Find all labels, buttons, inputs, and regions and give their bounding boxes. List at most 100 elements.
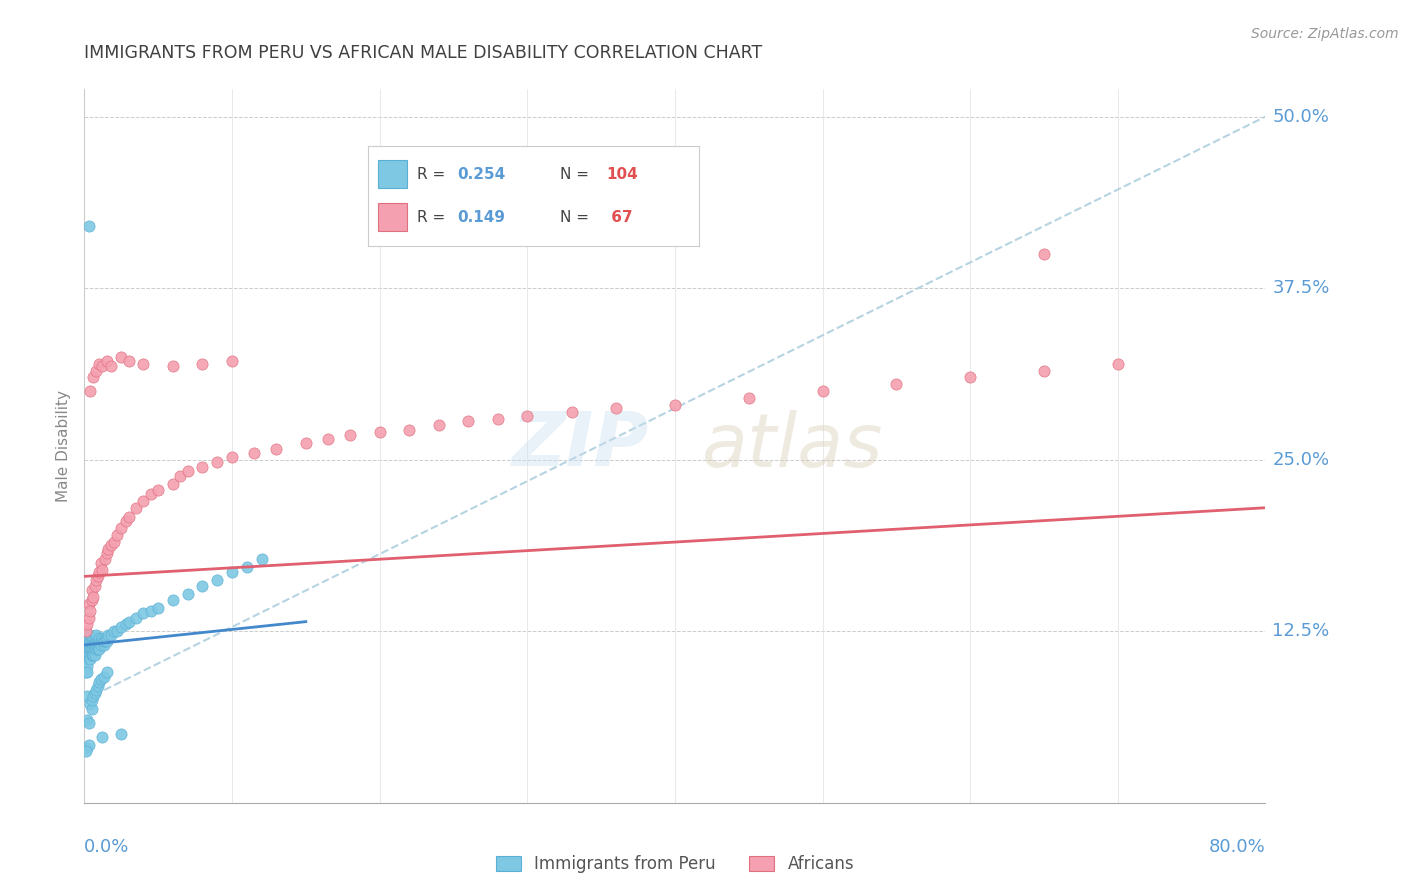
Point xyxy=(221,354,243,368)
Text: N =: N = xyxy=(560,167,593,182)
Point xyxy=(110,521,132,535)
Point xyxy=(80,642,103,657)
Point xyxy=(100,538,122,552)
Point xyxy=(75,645,97,659)
Point xyxy=(94,631,117,645)
Point xyxy=(76,638,98,652)
Point xyxy=(250,551,273,566)
Point xyxy=(76,689,98,703)
Point xyxy=(80,633,103,648)
Point xyxy=(80,592,103,607)
Point xyxy=(738,391,761,405)
Point xyxy=(105,624,128,639)
Text: IMMIGRANTS FROM PERU VS AFRICAN MALE DISABILITY CORRELATION CHART: IMMIGRANTS FROM PERU VS AFRICAN MALE DIS… xyxy=(84,45,762,62)
Point xyxy=(97,628,120,642)
Point xyxy=(82,638,104,652)
Point xyxy=(91,562,114,576)
Point xyxy=(100,359,122,374)
Point xyxy=(83,631,105,645)
Point xyxy=(80,645,103,659)
Point xyxy=(79,384,101,398)
Legend: Immigrants from Peru, Africans: Immigrants from Peru, Africans xyxy=(489,849,860,880)
Point xyxy=(94,633,117,648)
Point xyxy=(75,624,97,639)
Point xyxy=(110,727,132,741)
Point xyxy=(82,590,104,604)
Point xyxy=(76,648,98,662)
FancyBboxPatch shape xyxy=(378,203,408,231)
Point xyxy=(80,693,103,707)
Point xyxy=(339,428,361,442)
Point xyxy=(295,436,318,450)
Point xyxy=(264,442,288,456)
Point xyxy=(139,487,162,501)
Point xyxy=(75,651,97,665)
Point xyxy=(91,631,114,645)
Point xyxy=(191,579,214,593)
Point xyxy=(79,604,101,618)
Point xyxy=(84,628,107,642)
Point xyxy=(80,648,103,662)
Point xyxy=(1032,247,1054,261)
Point xyxy=(221,450,243,464)
Point xyxy=(87,566,111,580)
Point xyxy=(83,579,105,593)
Text: ZIP: ZIP xyxy=(512,409,650,483)
Point xyxy=(162,477,184,491)
Point xyxy=(162,592,184,607)
Point xyxy=(118,510,141,524)
Point xyxy=(77,716,100,731)
Text: N =: N = xyxy=(560,210,593,225)
Point xyxy=(84,574,107,588)
Point xyxy=(132,357,155,371)
Point xyxy=(132,607,155,621)
Text: 12.5%: 12.5% xyxy=(1272,623,1330,640)
Point xyxy=(82,648,104,662)
Point xyxy=(93,669,115,683)
Point xyxy=(82,648,104,662)
Point xyxy=(93,638,115,652)
Text: 50.0%: 50.0% xyxy=(1272,108,1329,126)
Point xyxy=(1032,363,1054,377)
Point xyxy=(103,624,125,639)
Point xyxy=(486,411,509,425)
Text: 80.0%: 80.0% xyxy=(1209,838,1265,856)
Text: R =: R = xyxy=(418,167,450,182)
Point xyxy=(91,633,114,648)
Point xyxy=(110,620,132,634)
Point xyxy=(114,515,136,529)
Point xyxy=(80,702,103,716)
Point xyxy=(80,631,103,645)
Point xyxy=(162,359,184,374)
Point xyxy=(83,686,105,700)
Point xyxy=(457,414,479,428)
Point xyxy=(82,370,104,384)
Point xyxy=(205,574,228,588)
Point xyxy=(94,551,117,566)
Point xyxy=(148,483,170,497)
Point xyxy=(79,648,101,662)
Point xyxy=(96,633,118,648)
Point xyxy=(177,587,200,601)
Point xyxy=(87,638,111,652)
Point xyxy=(75,633,97,648)
Point xyxy=(316,432,339,446)
Point xyxy=(84,633,107,648)
Point xyxy=(664,398,686,412)
Text: atlas: atlas xyxy=(702,410,884,482)
Point xyxy=(76,633,98,648)
Point xyxy=(77,648,100,662)
Point xyxy=(96,546,118,560)
Point xyxy=(139,604,162,618)
Point xyxy=(205,455,228,469)
Point xyxy=(83,648,105,662)
Point xyxy=(82,633,104,648)
Point xyxy=(93,633,115,648)
Point xyxy=(77,219,100,234)
Point xyxy=(427,418,450,433)
Text: 0.254: 0.254 xyxy=(457,167,505,182)
Point xyxy=(87,631,111,645)
Point xyxy=(132,494,155,508)
Point xyxy=(77,642,100,657)
Point xyxy=(125,500,148,515)
